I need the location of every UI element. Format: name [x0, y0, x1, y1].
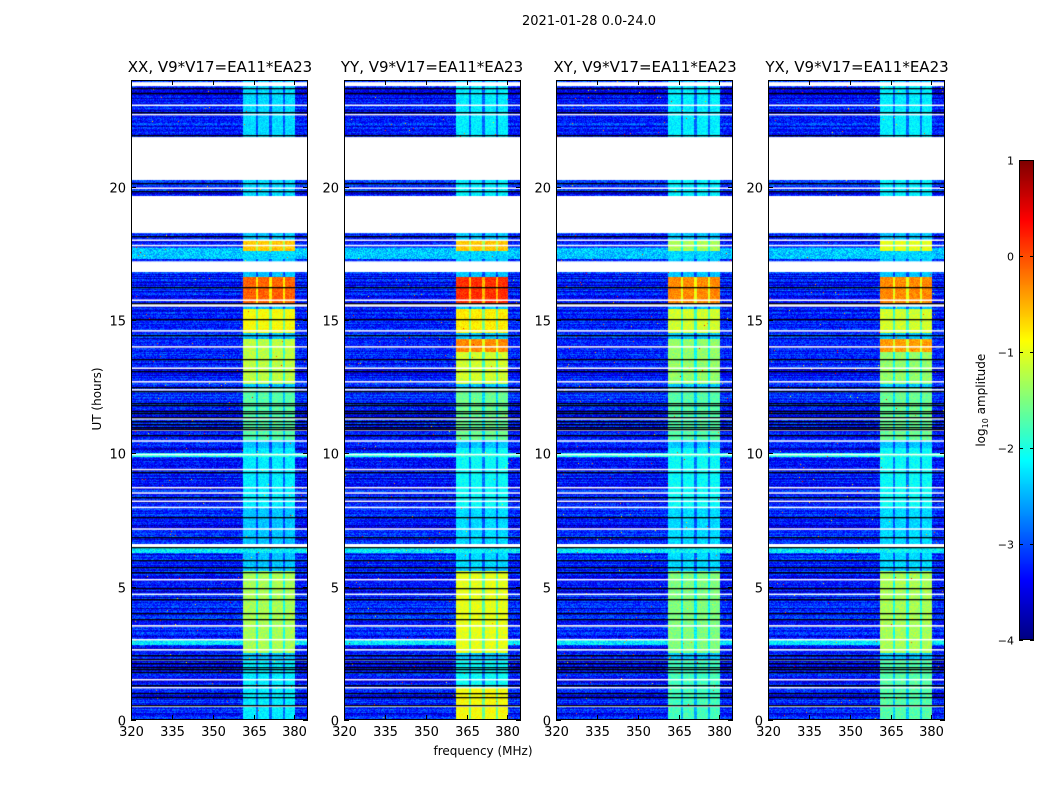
- colorbar-tick-label: 0: [1007, 251, 1014, 264]
- x-tick-label: 365: [667, 725, 692, 740]
- colorbar-tick-label: −3: [998, 539, 1014, 552]
- y-tick-label: 0: [543, 715, 551, 730]
- y-tick-label: 20: [534, 182, 551, 197]
- panel-yy: 320 335 350 365 380 0 5 10 15 20: [322, 80, 521, 740]
- x-tick-label: 380: [707, 725, 732, 740]
- y-tick-label: 10: [109, 448, 126, 463]
- heatmap-xx: [131, 80, 308, 720]
- axes-3: 320 335 350 365 380 0 5 10 15 20: [746, 80, 945, 740]
- x-tick-label: 350: [838, 725, 863, 740]
- x-tick-label: 320: [544, 725, 569, 740]
- panel-title-xy: XY, V9*V17=EA11*EA23: [553, 58, 737, 76]
- y-tick-label: 15: [746, 315, 763, 330]
- panel-title-yy: YY, V9*V17=EA11*EA23: [340, 58, 524, 76]
- y-tick-label: 10: [534, 448, 551, 463]
- x-tick-label: 320: [119, 725, 144, 740]
- y-tick-label: 0: [118, 715, 126, 730]
- colorbar-label-rest: amplitude: [973, 353, 988, 419]
- panel-xx: 320 335 350 365 380 0 5 10 15 20: [109, 80, 308, 740]
- y-tick-label: 10: [322, 448, 339, 463]
- heatmap-yx: [768, 80, 945, 720]
- x-tick-label: 365: [455, 725, 480, 740]
- heatmap-xy: [556, 80, 733, 720]
- x-tick-label: 335: [373, 725, 398, 740]
- x-tick-label: 350: [626, 725, 651, 740]
- y-axis-label: UT (hours): [90, 367, 104, 431]
- y-tick-label: 15: [534, 315, 551, 330]
- colorbar-frame: [1019, 160, 1034, 640]
- axes-frame: [344, 80, 521, 720]
- heatmap-yy: [344, 80, 521, 720]
- colorbar-tick-label: 1: [1007, 155, 1014, 168]
- colorbar-gradient: [1019, 160, 1034, 640]
- x-tick-label: 380: [919, 725, 944, 740]
- axes-1: 320 335 350 365 380 0 5 10 15 20: [322, 80, 521, 740]
- y-tick-label: 20: [109, 182, 126, 197]
- x-tick-label: 320: [756, 725, 781, 740]
- x-tick-label: 320: [332, 725, 357, 740]
- colorbar-label-base: log: [973, 428, 988, 447]
- figure-title: 2021-01-28 0.0-24.0: [522, 14, 656, 29]
- y-tick-label: 20: [322, 182, 339, 197]
- x-axis-label: frequency (MHz): [433, 744, 533, 758]
- axes-frame: [768, 80, 945, 720]
- y-tick-label: 15: [109, 315, 126, 330]
- panel-yx: 320 335 350 365 380 0 5 10 15 20: [746, 80, 945, 740]
- y-tick-label: 0: [755, 715, 763, 730]
- axes-frame: [556, 80, 733, 720]
- x-tick-label: 335: [585, 725, 610, 740]
- axes-frame: [131, 80, 308, 720]
- y-tick-label: 5: [755, 582, 763, 597]
- x-tick-label: 335: [797, 725, 822, 740]
- x-tick-label: 380: [282, 725, 307, 740]
- y-tick-label: 20: [746, 182, 763, 197]
- panel-title-yx: YX, V9*V17=EA11*EA23: [765, 58, 949, 76]
- y-tick-label: 15: [322, 315, 339, 330]
- axes-2: 320 335 350 365 380 0 5 10 15 20: [534, 80, 733, 740]
- x-tick-label: 380: [495, 725, 520, 740]
- y-tick-label: 0: [331, 715, 339, 730]
- panel-xy: 320 335 350 365 380 0 5 10 15 20: [534, 80, 733, 740]
- x-tick-label: 365: [242, 725, 267, 740]
- colorbar-tick-label: −4: [998, 635, 1014, 648]
- x-tick-label: 350: [414, 725, 439, 740]
- colorbar: −4 −3 −2 −1 0 1: [998, 155, 1034, 648]
- colorbar-tick-label: −2: [998, 443, 1014, 456]
- y-tick-label: 5: [118, 582, 126, 597]
- colorbar-label: log10 amplitude: [974, 330, 990, 470]
- y-tick-label: 10: [746, 448, 763, 463]
- colorbar-label-sub: 10: [981, 418, 991, 429]
- panel-title-xx: XX, V9*V17=EA11*EA23: [127, 58, 313, 76]
- x-tick-label: 335: [160, 725, 185, 740]
- x-tick-label: 350: [201, 725, 226, 740]
- y-tick-label: 5: [331, 582, 339, 597]
- colorbar-axes: −4 −3 −2 −1 0 1: [998, 155, 1034, 648]
- y-tick-label: 5: [543, 582, 551, 597]
- x-tick-label: 365: [879, 725, 904, 740]
- axes-0: 320 335 350 365 380 0 5 10 15 20: [109, 80, 308, 740]
- colorbar-tick-label: −1: [998, 347, 1014, 360]
